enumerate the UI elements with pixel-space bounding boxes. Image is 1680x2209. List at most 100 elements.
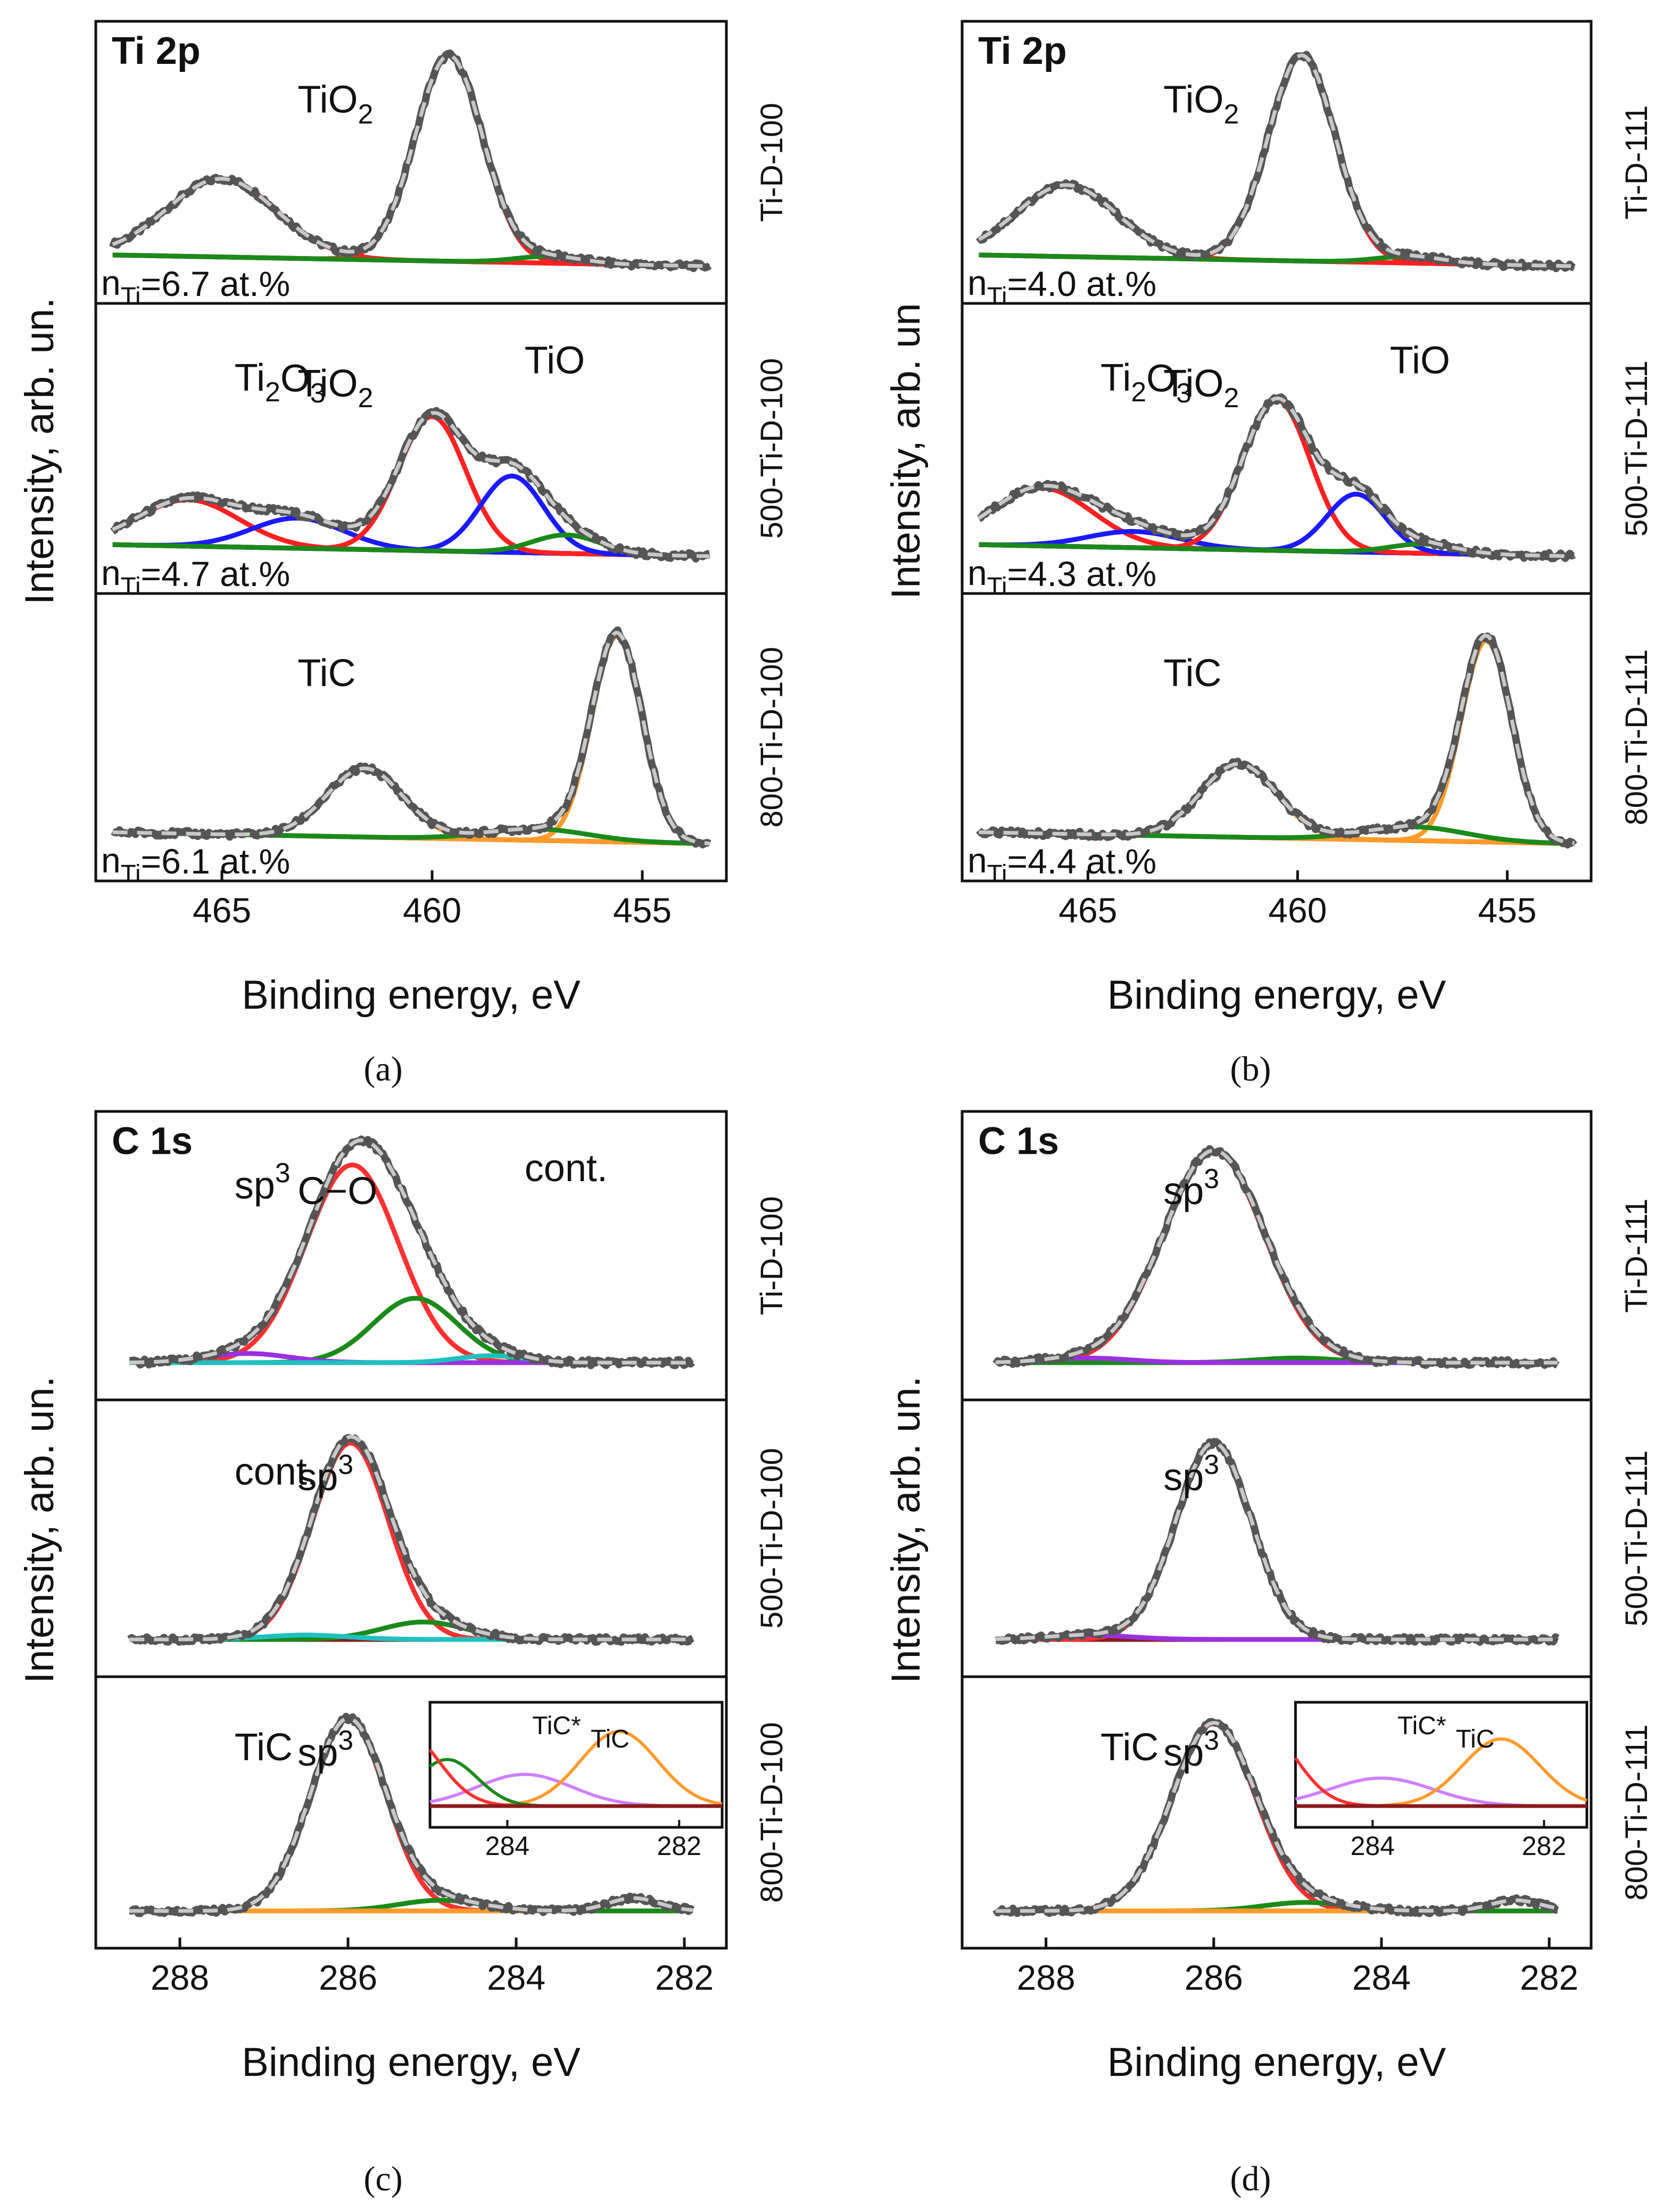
x-tick-label: 282	[655, 1958, 714, 1997]
peak-label: TiC	[1100, 1726, 1158, 1769]
subplot-Ti-D-111: Ti-D-111 nTi=4.0 at.% TiO2	[961, 20, 1654, 310]
subplot-frame	[94, 592, 728, 883]
x-tick-label: 282	[1520, 1958, 1578, 1997]
panel-caption: (d)	[1230, 2159, 1271, 2198]
peak-label: sp3	[297, 1449, 353, 1498]
component-TiO2 2p3/2	[979, 53, 1575, 269]
inset-tick-label: 284	[1351, 1831, 1395, 1861]
component-sp3	[996, 1440, 1558, 1642]
component-sp3	[129, 1162, 693, 1365]
x-tick-label: 465	[1058, 891, 1117, 930]
panel-caption: (c)	[363, 2159, 402, 2198]
envelope-fit	[995, 1441, 1558, 1642]
peak-label: TiO2	[1163, 79, 1239, 129]
subplot-500-Ti-D-111: 500-Ti-D-111 sp3	[961, 1398, 1654, 1678]
peak-label: C−O	[297, 1170, 377, 1213]
peak-label: sp3	[1163, 1449, 1219, 1498]
experimental-spectrum	[109, 50, 712, 273]
experimental-spectrum	[976, 632, 1577, 849]
experimental-spectrum	[977, 393, 1576, 563]
panel-caption: (b)	[1230, 1050, 1271, 1089]
envelope-fit	[979, 633, 1575, 845]
peak-label: TiO2	[297, 79, 373, 129]
x-tick-label: 286	[319, 1958, 377, 1997]
sample-label: Ti-D-100	[755, 103, 789, 221]
sample-label: 500-Ti-D-111	[1619, 360, 1654, 537]
inset-tick-label: 282	[657, 1831, 701, 1861]
peak-label: TiO	[525, 339, 585, 382]
envelope-fit	[129, 1435, 693, 1642]
core-level-label: Ti 2p	[978, 30, 1067, 72]
inset: 284 282 TiC* TiC	[428, 1701, 724, 1861]
x-tick-label: 288	[1017, 1958, 1075, 1997]
core-level-label: C 1s	[112, 1120, 193, 1163]
n-ti-label: nTi=6.7 at.%	[101, 263, 290, 310]
component-TiC 2p3/2	[112, 633, 710, 846]
panel-d: Ti-D-111 sp3 500-Ti-D-111 sp3 800-Ti-D-111 sp…	[883, 1110, 1654, 2198]
peak-label: Ti2O3	[235, 357, 326, 408]
peak-label: TiO2	[1163, 362, 1239, 413]
x-tick-label: 286	[1185, 1958, 1243, 1997]
x-tick-label: 465	[193, 891, 251, 930]
core-level-label: Ti 2p	[112, 30, 201, 72]
subplot-frame	[961, 592, 1593, 883]
component-TiC 2p3/2	[979, 638, 1575, 846]
sample-label: 800-Ti-D-111	[1619, 1725, 1654, 1901]
n-ti-label: nTi=4.4 at.%	[967, 840, 1156, 888]
panel-a: Ti-D-100 nTi=6.7 at.% TiO2 500-Ti-D-100 nTi=…	[17, 20, 789, 1089]
peak-label: Ti2O3	[1100, 357, 1191, 408]
envelope-fit	[112, 411, 710, 558]
peak-label: TiC	[235, 1726, 293, 1769]
n-ti-label: nTi=6.1 at.%	[101, 840, 290, 888]
sample-label: 500-Ti-D-100	[755, 358, 789, 539]
inset-tick-label: 282	[1522, 1831, 1566, 1861]
envelope-fit	[112, 631, 710, 845]
subplot-frame	[961, 1675, 1593, 1950]
sample-label: 800-Ti-D-100	[755, 647, 789, 828]
experimental-spectrum	[992, 1145, 1560, 1370]
inset-label: TiC	[1456, 1725, 1495, 1753]
subplot-800-Ti-D-111: 800-Ti-D-111 nTi=4.4 at.% TiC	[961, 592, 1654, 888]
subplot-frame	[94, 1675, 728, 1950]
x-tick-label: 455	[613, 891, 672, 930]
experimental-spectrum	[110, 407, 711, 563]
n-ti-label: nTi=4.0 at.%	[967, 263, 1156, 310]
inset-label: TiC*	[532, 1712, 581, 1740]
sample-label: 800-Ti-D-100	[755, 1722, 789, 1903]
panel-caption: (a)	[363, 1050, 402, 1089]
sample-label: 500-Ti-D-100	[755, 1448, 789, 1629]
n-ti-label: nTi=4.3 at.%	[967, 553, 1156, 600]
experimental-spectrum	[111, 626, 711, 848]
x-tick-label: 288	[151, 1958, 209, 1997]
core-level-label: C 1s	[978, 1120, 1059, 1163]
envelope-fit	[978, 396, 1575, 558]
envelope-fit	[978, 53, 1575, 268]
peak-label: cont.	[235, 1450, 318, 1493]
subplot-800-Ti-D-100: 800-Ti-D-100 nTi=6.1 at.% TiC	[94, 592, 789, 888]
sample-label: 800-Ti-D-111	[1619, 649, 1654, 826]
sample-label: Ti-D-100	[755, 1196, 789, 1315]
experimental-spectrum	[994, 1438, 1560, 1646]
x-axis-label: Binding energy, eV	[242, 972, 581, 1018]
component-sp3	[129, 1440, 693, 1642]
peak-label: sp3	[235, 1157, 291, 1207]
experimental-spectrum	[128, 1135, 695, 1370]
n-ti-label: nTi=4.7 at.%	[101, 553, 290, 600]
envelope-fit	[995, 1148, 1558, 1365]
y-axis-label: Intensity, arb. un	[883, 303, 929, 599]
x-axis-label: Binding energy, eV	[1107, 2040, 1446, 2085]
panel-b: Ti-D-111 nTi=4.0 at.% TiO2 500-Ti-D-111 nTi=…	[883, 20, 1654, 1089]
subplot-Ti-D-100: Ti-D-100 nTi=6.7 at.% TiO2	[94, 20, 789, 310]
peak-label: sp3	[1163, 1163, 1219, 1213]
peak-label: TiO	[1390, 339, 1450, 382]
peak-label: TiC	[297, 652, 355, 695]
y-axis-label: Intensity, arb. un.	[17, 298, 62, 605]
peak-label: sp3	[1163, 1725, 1219, 1774]
inset-tick-label: 284	[485, 1831, 529, 1861]
